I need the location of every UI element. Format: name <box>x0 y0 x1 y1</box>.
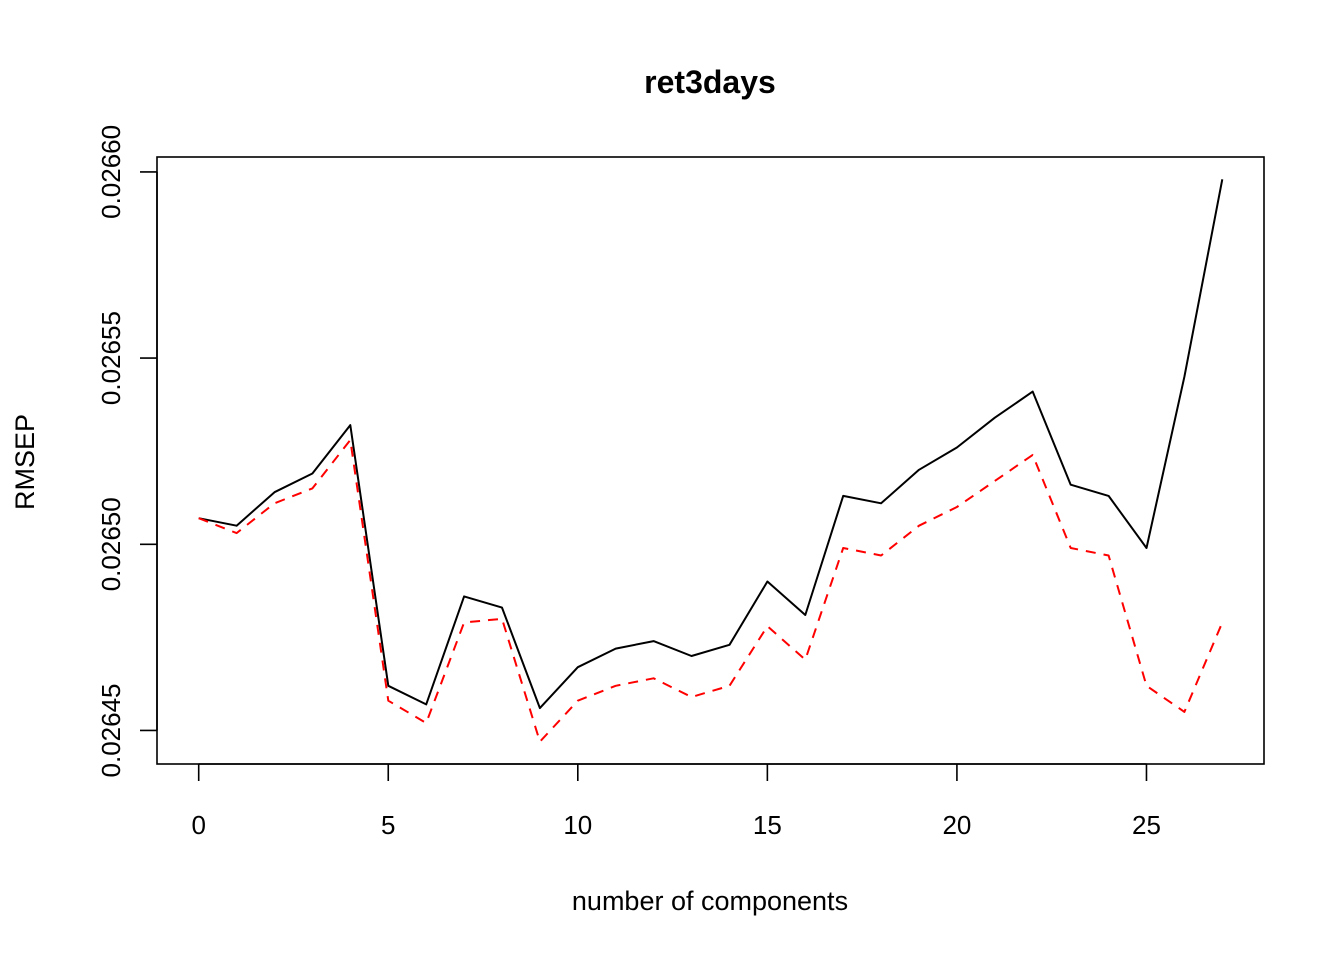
y-axis: 0.02645 0.02650 0.02655 0.02660 <box>96 125 158 777</box>
chart-title: ret3days <box>644 64 776 100</box>
x-axis-label: number of components <box>572 886 848 916</box>
y-tick-label: 0.02645 <box>96 683 126 777</box>
y-axis-label: RMSEP <box>10 414 40 510</box>
y-tick-label: 0.02655 <box>96 311 126 405</box>
x-tick-label: 25 <box>1132 810 1161 840</box>
series-layer <box>198 179 1224 743</box>
y-tick-label: 0.02660 <box>96 125 126 219</box>
x-tick-label: 5 <box>381 810 395 840</box>
x-tick-label: 10 <box>563 810 592 840</box>
x-tick-label: 20 <box>942 810 971 840</box>
x-tick-label: 15 <box>753 810 782 840</box>
series-line-black <box>198 179 1224 710</box>
x-tick-label: 0 <box>191 810 205 840</box>
series-line-red-dashed <box>198 439 1224 743</box>
y-tick-label: 0.02650 <box>96 497 126 591</box>
x-axis: 0 5 10 15 20 25 <box>191 763 1161 840</box>
